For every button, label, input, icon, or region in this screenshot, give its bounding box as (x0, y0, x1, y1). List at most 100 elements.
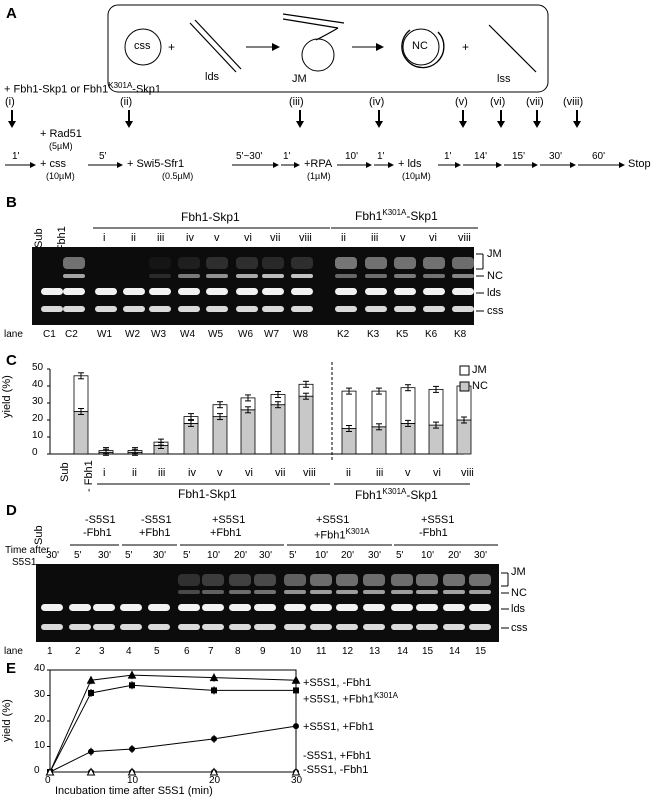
scheme-nc-label: NC (412, 40, 428, 52)
gel-d-group-line2: +Fbh1 (210, 527, 242, 539)
gel-d-lane-label: 12 (342, 646, 354, 657)
chart-c-legend-nc-swatch (459, 381, 470, 392)
css-band (452, 306, 474, 312)
chart-e-point (88, 689, 94, 696)
chart-c-cat-label: iv (188, 467, 196, 479)
gel-b-lane-label: W1 (97, 329, 112, 340)
jm-band (423, 257, 445, 269)
lds-band (469, 604, 491, 611)
lds-band (391, 604, 413, 611)
chart-c-ytick-label: 30 (32, 396, 44, 407)
protocol-time: 14' (474, 151, 488, 162)
lds-band (202, 604, 224, 611)
gel-b-css-label: css (487, 305, 504, 317)
chart-e-ytick-label: 40 (34, 663, 46, 674)
chart-c-ytick-label: 40 (32, 379, 44, 390)
css-band (391, 624, 413, 630)
panel-label-a: A (6, 5, 17, 22)
protocol-rpa: +RPA (304, 158, 333, 170)
gel-d-time-label: 5' (125, 550, 133, 561)
protocol-css-conc: (10µM) (46, 171, 75, 181)
chart-e-point (209, 673, 219, 682)
protocol-rad51: + Rad51 (40, 128, 82, 140)
chart-c-cat-label: viii (303, 467, 316, 479)
chart-e-ylabel: yield (%) (1, 699, 13, 742)
gel-d-time-label-2: S5S1 (12, 557, 37, 568)
protocol-point-vi: (vi) (490, 96, 506, 108)
gel-d-time-label: 5' (396, 550, 404, 561)
chart-e-legend-entry: -S5S1, +Fbh1 (303, 750, 372, 762)
gel-d-group-line1: -S5S1 (85, 514, 116, 526)
lds-band (95, 288, 117, 295)
lds-band (336, 604, 358, 611)
gel-d-time-label: 30' (259, 550, 273, 561)
chart-e-frame (49, 669, 297, 773)
panel-label-b: B (6, 194, 17, 211)
gel-b-nc-label: NC (487, 270, 503, 282)
css-band (149, 306, 171, 312)
gel-b-roman-label: i (103, 232, 106, 244)
chart-e-point (127, 670, 137, 679)
css-band (93, 624, 115, 630)
nc-band (336, 590, 358, 594)
css-band (206, 306, 228, 312)
gel-d-time-label: 30' (98, 550, 112, 561)
gel-d-lane-label: 1 (47, 646, 53, 657)
protocol-point-iii: (iii) (289, 96, 304, 108)
gel-d-image (36, 564, 499, 642)
jm-band (336, 574, 358, 586)
css-band (443, 624, 465, 630)
jm-band (363, 574, 385, 586)
protocol-time: 1' (12, 151, 20, 162)
lds-band (365, 288, 387, 295)
css-band (310, 624, 332, 630)
gel-b-image (32, 247, 474, 325)
protocol-time: 5' (99, 151, 107, 162)
scheme-lds-label: lds (205, 71, 220, 83)
chart-c-ytick-label: 20 (32, 413, 44, 424)
jm-band (469, 574, 491, 586)
chart-e-point (127, 767, 137, 776)
chart-c-ytick-label: 10 (32, 430, 44, 441)
lds-band (423, 288, 445, 295)
lds-band (206, 288, 228, 295)
nc-band (335, 274, 357, 278)
chart-e-xtick-label: 30 (291, 775, 303, 786)
chart-e-point (129, 682, 135, 689)
gel-b-lane-label: W2 (125, 329, 140, 340)
gel-b-lane-label: K5 (396, 329, 409, 340)
nc-band (206, 274, 228, 278)
chart-e-point (293, 687, 299, 694)
lds-band (363, 604, 385, 611)
gel-d-lane-label: 3 (99, 646, 105, 657)
chart-e-legend-entry: +S5S1, -Fbh1 (303, 677, 372, 689)
gel-d-lane-label: 5 (154, 646, 160, 657)
jm-band (335, 257, 357, 269)
css-band (148, 624, 170, 630)
css-band (120, 624, 142, 630)
gel-d-lane-label: 15 (475, 646, 487, 657)
chart-c-cat-label: iii (376, 467, 384, 479)
jm-band (443, 574, 465, 586)
css-band (229, 624, 251, 630)
jm-band (63, 257, 85, 269)
gel-d-group-line2: +Fbh1K301A (314, 527, 370, 542)
jm-band (291, 257, 313, 269)
chart-e-ytick-label: 0 (34, 765, 40, 776)
gel-d-time-label: 10' (207, 550, 221, 561)
jm-band (391, 574, 413, 586)
panel-label-c: C (6, 352, 17, 369)
nc-band (394, 274, 416, 278)
gel-b-jm-label: JM (487, 248, 502, 260)
jm-band (416, 574, 438, 586)
css-band (41, 306, 63, 312)
chart-c-cat-label: ii (346, 467, 351, 479)
gel-b-roman-label: vi (429, 232, 437, 244)
gel-b-roman-label: viii (458, 232, 471, 244)
css-band (365, 306, 387, 312)
gel-b-lane-label: K2 (337, 329, 350, 340)
nc-band (391, 590, 413, 594)
gel-d-group-line2: -Fbh1 (83, 527, 112, 539)
